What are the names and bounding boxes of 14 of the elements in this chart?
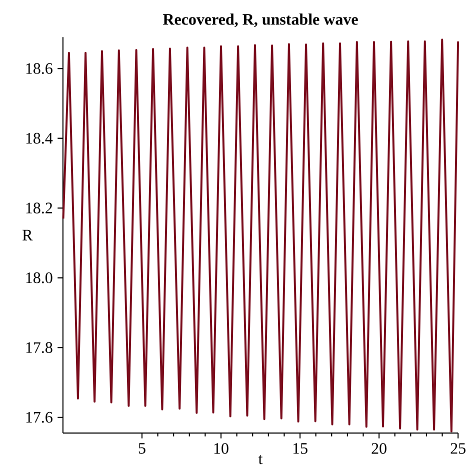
y-tick-label: 18.2	[26, 202, 52, 214]
y-tick-label: 17.8	[26, 342, 52, 354]
x-tick-label: 25	[450, 443, 466, 454]
y-tick-label: 17.6	[26, 412, 52, 423]
y-tick-label: 18.0	[26, 272, 52, 284]
x-tick-label: 20	[372, 443, 386, 454]
x-tick-label: 5	[138, 443, 146, 454]
y-tick-label: 18.4	[26, 132, 53, 144]
y-axis-title: R	[22, 230, 33, 240]
y-tick-label: 18.6	[26, 63, 52, 74]
chart-title: Recovered, R, unstable wave	[162, 14, 358, 28]
x-axis-title: t	[258, 455, 263, 464]
x-tick-label: 15	[293, 443, 308, 454]
x-tick-label: 10	[214, 443, 228, 454]
